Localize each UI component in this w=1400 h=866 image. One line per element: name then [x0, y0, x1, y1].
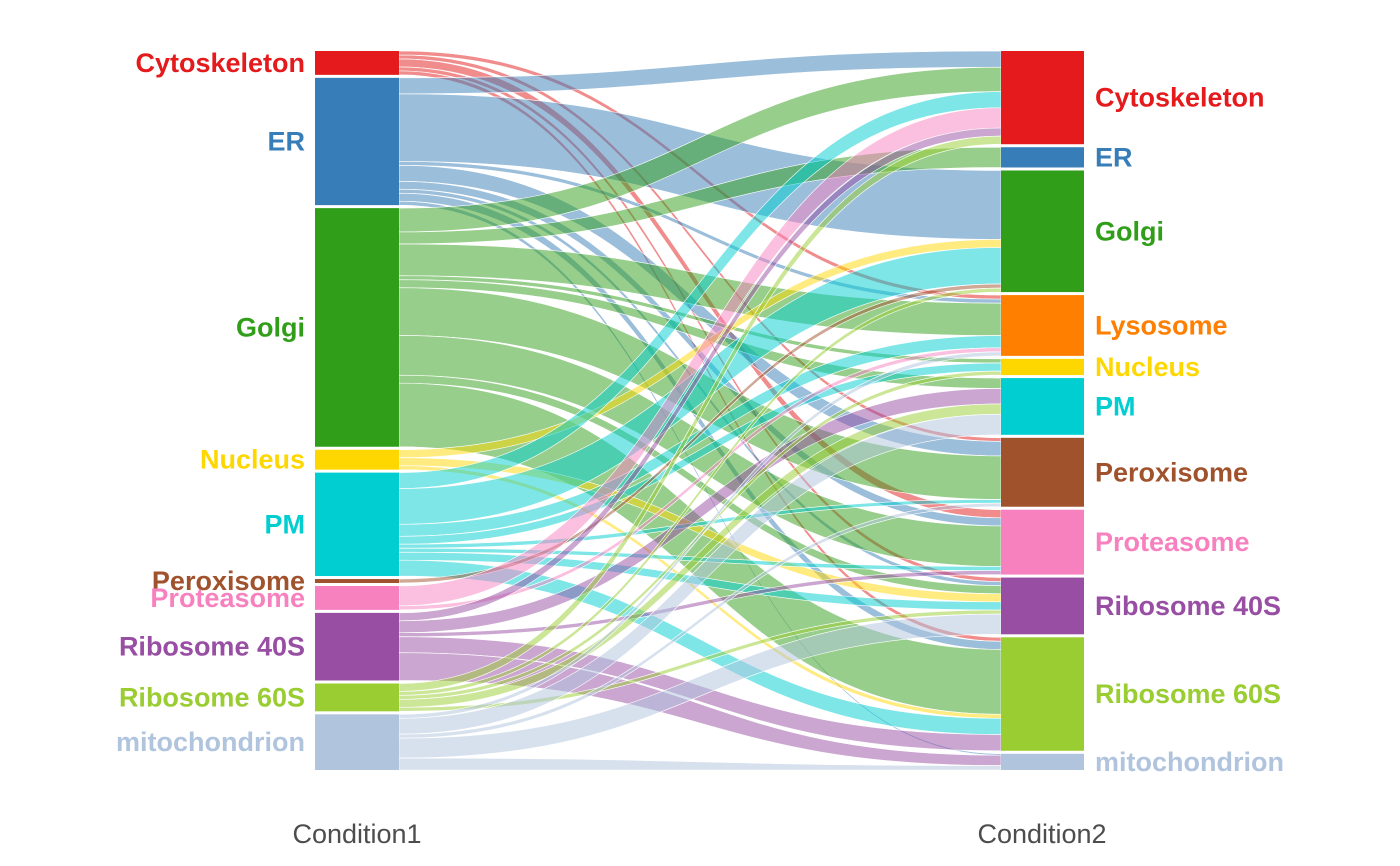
left-node-golgi — [315, 208, 399, 447]
axis-label-right: Condition2 — [977, 819, 1106, 849]
right-label-nucleus: Nucleus — [1095, 352, 1200, 382]
left-node-peroxisome — [315, 579, 399, 584]
right-label-golgi: Golgi — [1095, 216, 1164, 246]
right-label-proteasome: Proteasome — [1095, 527, 1250, 557]
left-label-ribosome-40s: Ribosome 40S — [119, 632, 305, 662]
left-node-cytoskeleton — [315, 51, 399, 75]
right-label-cytoskeleton: Cytoskeleton — [1095, 83, 1265, 113]
left-node-pm — [315, 472, 399, 577]
right-node-peroxisome — [1001, 437, 1084, 507]
left-label-ribosome-60s: Ribosome 60S — [119, 682, 305, 712]
left-node-nucleus — [315, 449, 399, 470]
right-node-lysosome — [1001, 295, 1084, 356]
right-label-ribosome-40s: Ribosome 40S — [1095, 591, 1281, 621]
right-label-ribosome-60s: Ribosome 60S — [1095, 679, 1281, 709]
right-label-mitochondrion: mitochondrion — [1095, 747, 1284, 777]
left-label-golgi: Golgi — [236, 312, 305, 342]
right-node-ribosome-40s — [1001, 577, 1084, 635]
right-label-pm: PM — [1095, 391, 1136, 421]
left-node-er — [315, 77, 399, 206]
left-label-pm: PM — [265, 509, 306, 539]
left-node-mitochondrion — [315, 714, 399, 770]
right-node-er — [1001, 147, 1084, 168]
flow-ribosome-60s-to-golgi — [398, 287, 1002, 696]
right-node-golgi — [1001, 170, 1084, 293]
right-label-peroxisome: Peroxisome — [1095, 457, 1248, 487]
left-label-mitochondrion: mitochondrion — [116, 727, 305, 757]
right-node-nucleus — [1001, 358, 1084, 376]
right-node-pm — [1001, 378, 1084, 435]
right-node-cytoskeleton — [1001, 51, 1084, 145]
left-label-cytoskeleton: Cytoskeleton — [135, 48, 305, 78]
right-node-proteasome — [1001, 509, 1084, 575]
flow-ribosome-40s-to-proteasome — [398, 570, 1002, 638]
left-label-proteasome: Proteasome — [150, 583, 305, 613]
flow-mitochondrion-to-pm — [398, 413, 1002, 735]
flow-ribosome-60s-to-cytoskeleton — [398, 135, 1002, 692]
left-node-proteasome — [315, 586, 399, 610]
labels-layer: CytoskeletonERGolgiNucleusPMPeroxisomePr… — [116, 48, 1284, 777]
right-label-er: ER — [1095, 142, 1133, 172]
right-label-lysosome: Lysosome — [1095, 310, 1228, 340]
nodes-layer — [315, 51, 1084, 770]
flows-layer — [398, 50, 1002, 771]
flow-mitochondrion-to-peroxisome — [398, 502, 1002, 739]
left-node-ribosome-60s — [315, 683, 399, 712]
left-label-nucleus: Nucleus — [200, 445, 305, 475]
right-node-ribosome-60s — [1001, 637, 1084, 751]
left-label-er: ER — [267, 126, 305, 156]
left-label-peroxisome: Peroxisome — [152, 566, 305, 596]
flow-mitochondrion-to-ribosome-40s — [398, 613, 1002, 759]
left-node-ribosome-40s — [315, 612, 399, 681]
flow-mitochondrion-to-lysosome — [398, 351, 1002, 719]
right-node-mitochondrion — [1001, 753, 1084, 770]
axis-label-left: Condition1 — [292, 819, 421, 849]
